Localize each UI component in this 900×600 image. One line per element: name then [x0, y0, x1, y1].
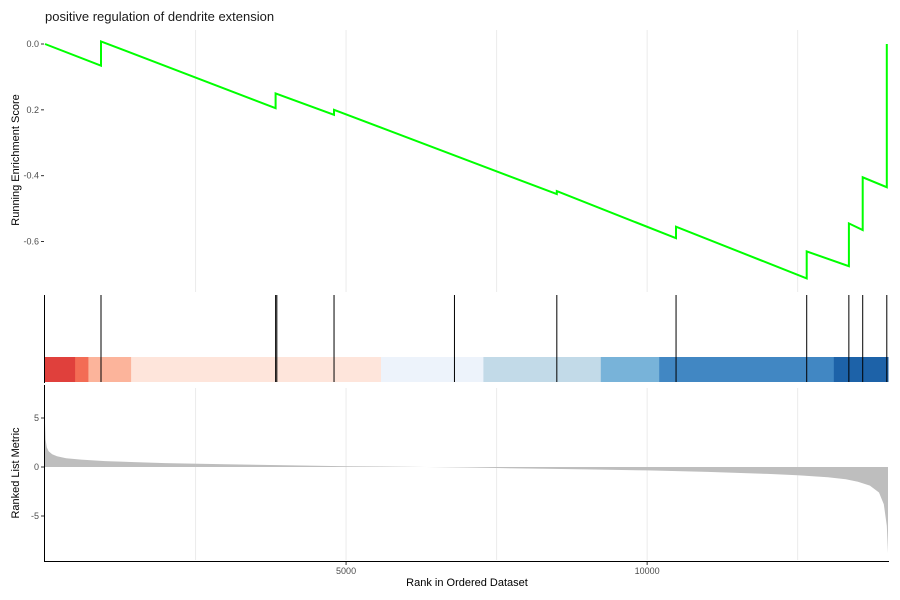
color-band-segment: [600, 357, 660, 382]
x-axis-title: Rank in Ordered Dataset: [406, 577, 528, 589]
running-score-grid: [195, 30, 799, 292]
ranked-metric-y-tick-label: 0: [34, 462, 39, 472]
running-score-line: [44, 39, 888, 280]
chart-title: positive regulation of dendrite extensio…: [45, 9, 274, 24]
ranked-metric-panel: 5 0 -5 5000 10000 Ranked List Metric Rank i…: [10, 385, 889, 589]
color-band-segment: [131, 357, 382, 382]
color-band: [45, 357, 889, 382]
running-score-y-title: Running Enrichment Score: [10, 94, 22, 225]
color-band-segment: [45, 357, 76, 382]
ranked-metric-y-tick-label: 5: [34, 413, 39, 423]
x-axis-tick-label: 10000: [635, 566, 660, 576]
ranked-metric-grid: [195, 388, 799, 560]
color-band-segment: [88, 357, 132, 382]
color-band-segment: [381, 357, 484, 382]
ranked-metric-y-tick-label: -5: [31, 511, 39, 521]
running-score-y-tick-label: 0.0: [26, 39, 39, 49]
color-band-segment: [75, 357, 89, 382]
running-score-y-tick-label: -0.4: [23, 171, 39, 181]
running-score-y-tick-label: 0.2: [26, 105, 39, 115]
x-axis-ticks: 5000 10000: [336, 562, 660, 576]
color-band-segment: [659, 357, 835, 382]
gene-hits-panel: [44, 295, 889, 383]
running-score-panel: 0.0 0.2 -0.4 -0.6 Running Enrichment Score: [10, 30, 888, 292]
ranked-metric-y-title: Ranked List Metric: [10, 427, 22, 519]
x-axis-tick-label: 5000: [336, 566, 356, 576]
color-band-segment: [483, 357, 602, 382]
gene-hit-lines: [100, 295, 888, 382]
running-score-y-ticks: 0.0 0.2 -0.4 -0.6: [23, 39, 44, 247]
ranked-metric-y-ticks: 5 0 -5: [31, 413, 44, 521]
color-band-segment: [833, 357, 889, 382]
running-score-y-tick-label: -0.6: [23, 237, 39, 247]
